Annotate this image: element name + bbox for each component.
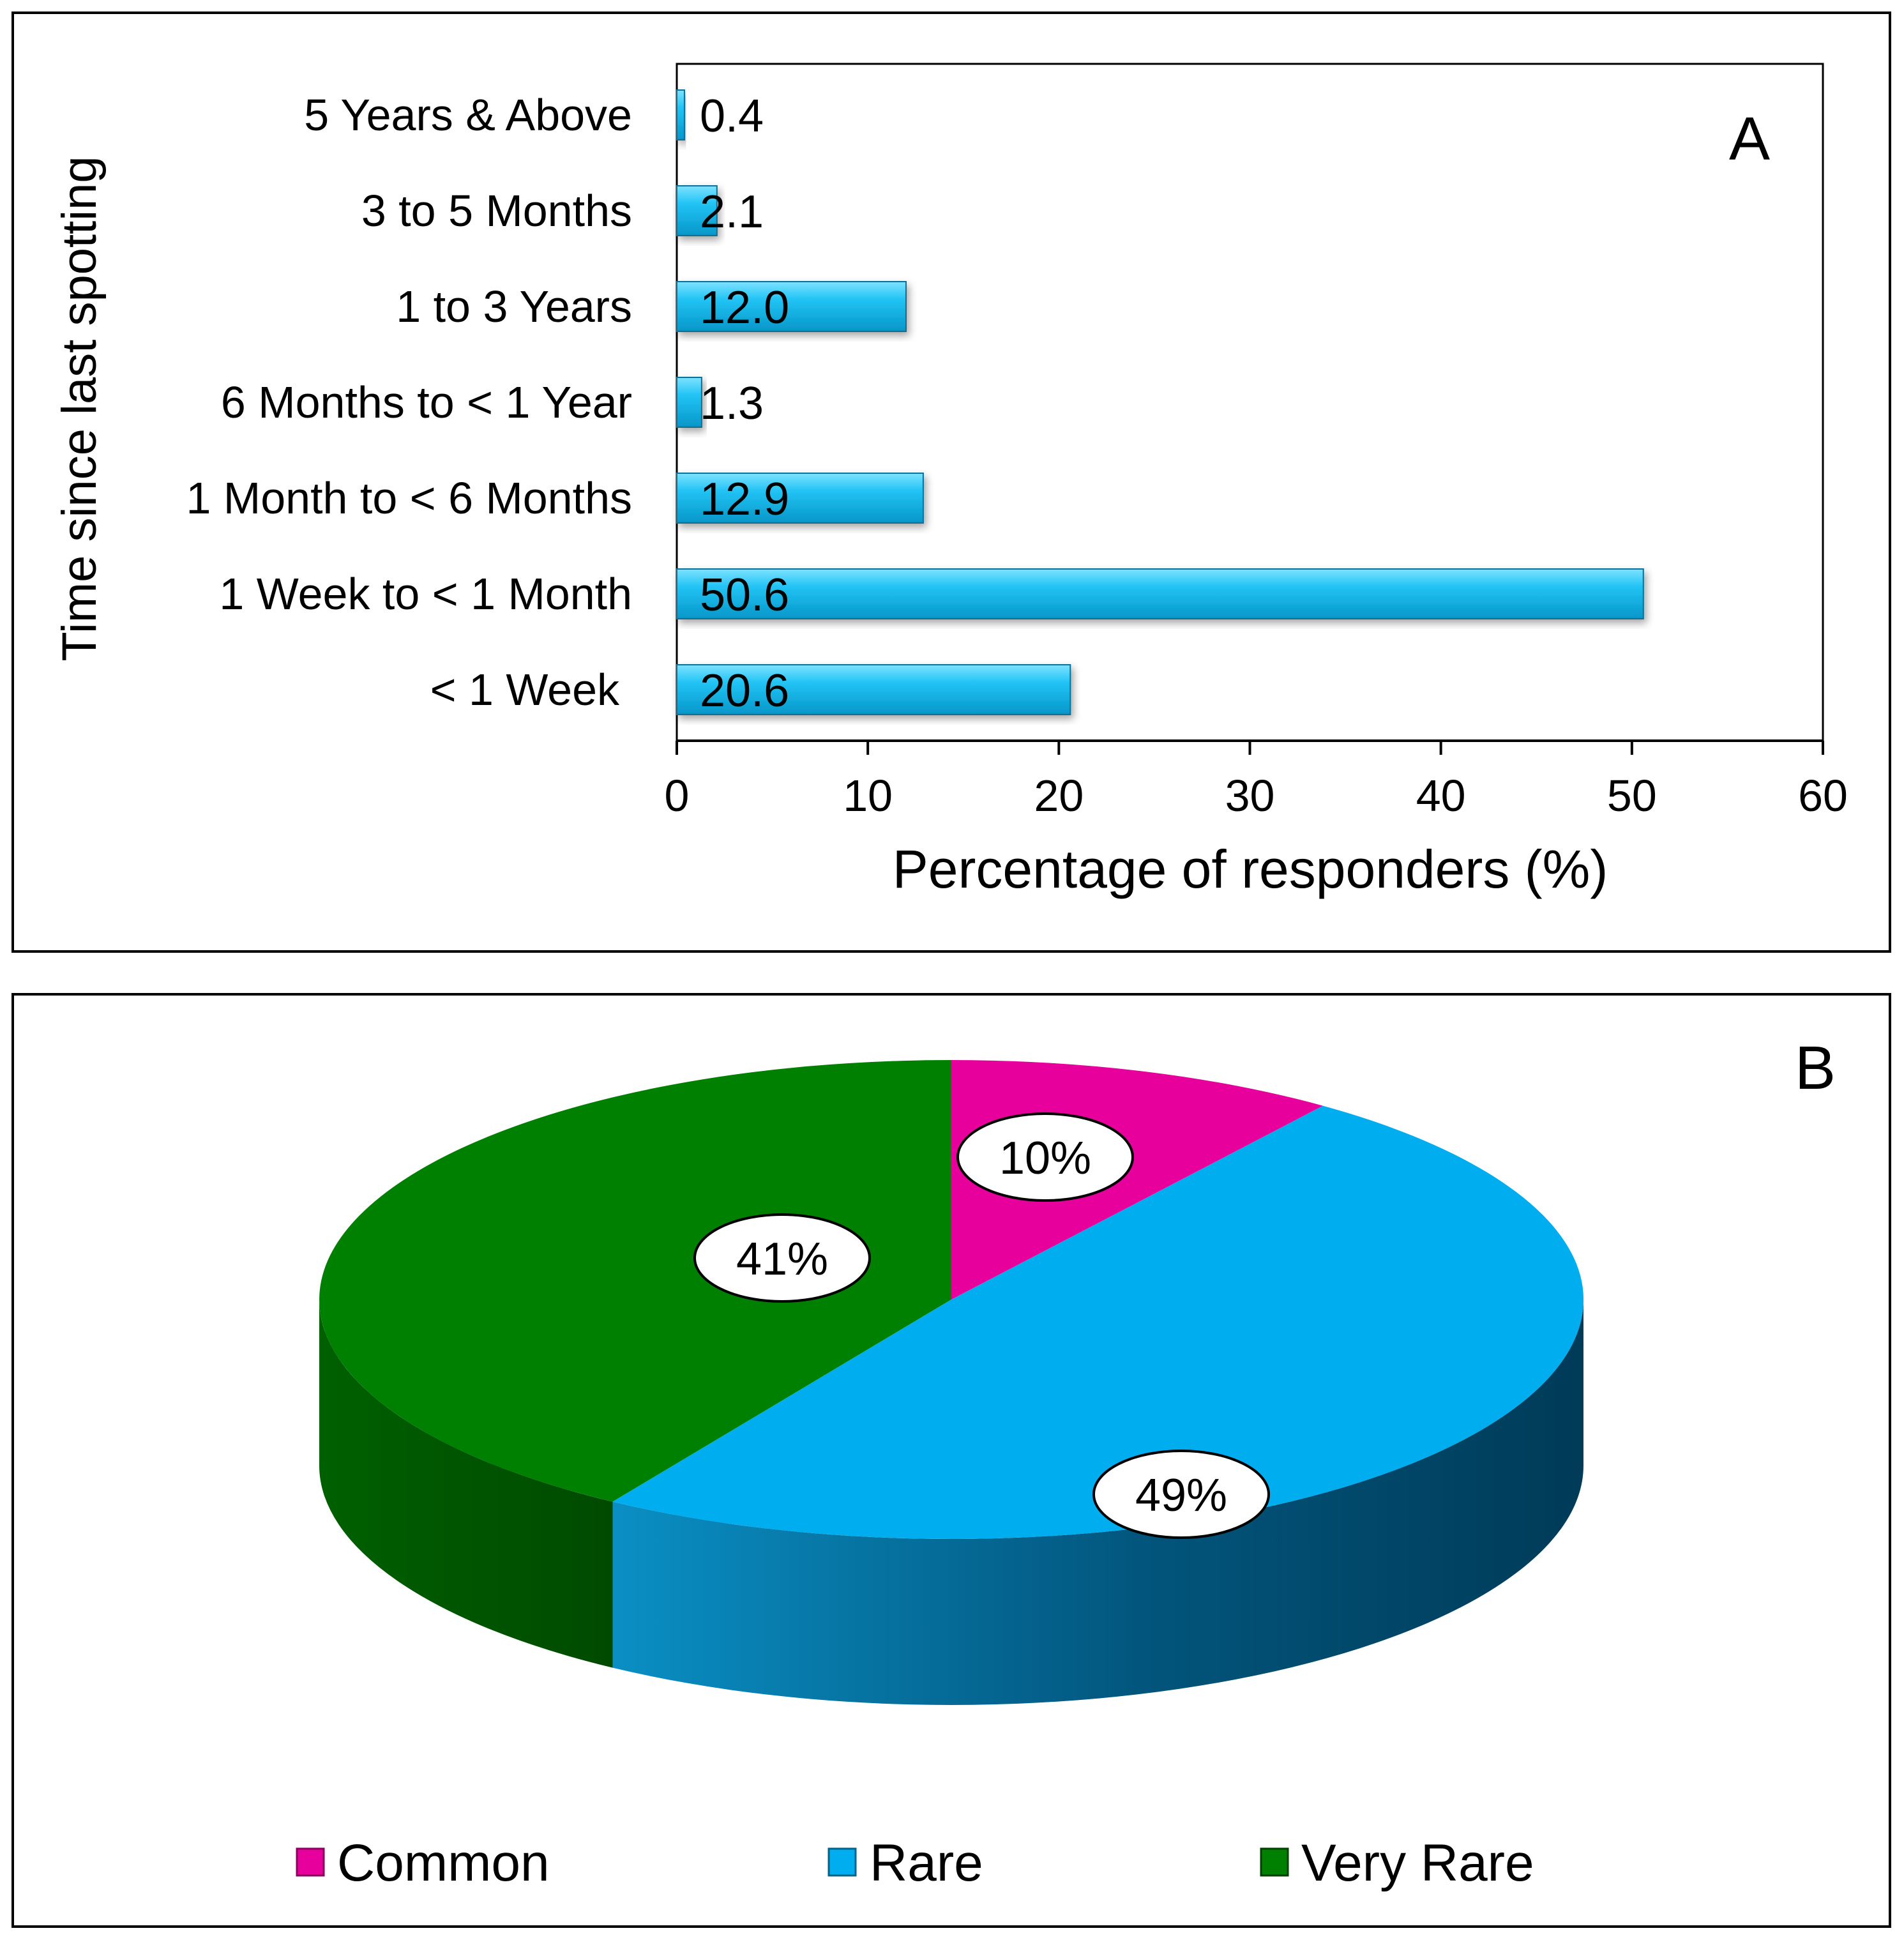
bar-value-1-week: 20.6: [700, 665, 789, 716]
legend-swatch-very-rare: [1260, 1847, 1289, 1877]
legend-label-rare: Rare: [870, 1834, 983, 1892]
bar-series: 0.4 2.1 12.0 1.3 12.9 50.6 20.6: [676, 89, 1644, 716]
bar-value-1-month-to-6-months: 12.9: [700, 474, 789, 525]
x-tick-label-30: 30: [1225, 771, 1275, 821]
x-axis: 0 10 20 30 40 50 60: [665, 739, 1848, 821]
x-tick-label-60: 60: [1798, 771, 1848, 821]
x-tick-label-0: 0: [665, 771, 690, 821]
panel-label-a: A: [1729, 105, 1770, 173]
pie-slice-rare: [612, 1105, 1584, 1539]
category-label-1-week-to-1-month: 1 Week to < 1 Month: [219, 569, 632, 619]
category-label-5-years-above: 5 Years & Above: [304, 90, 632, 140]
plot-area: [676, 63, 1824, 742]
pie-label-rare-text: 49%: [1135, 1470, 1227, 1521]
pie-chart: 10% 41% 49% B Common Rare Very Rare: [296, 1034, 1836, 1892]
category-label-1-to-3-years: 1 to 3 Years: [396, 282, 632, 331]
legend-label-very-rare: Very Rare: [1301, 1834, 1534, 1892]
pie-slice-very-rare: [319, 1060, 952, 1502]
bar-chart: 0.42.112.01.312.950.620.6 0 10 20 30 40 50 60 …: [52, 63, 1848, 899]
bar-value-1-week-to-1-month: 50.6: [700, 570, 789, 621]
legend-item-common: Common: [296, 1834, 550, 1892]
pie-side-rare: [612, 1300, 1583, 1705]
bar-value-1-to-3-years: 12.0: [700, 282, 789, 333]
x-tick-label-40: 40: [1416, 771, 1466, 821]
bar-value-6-months-to-1-year: 1.3: [700, 378, 764, 429]
bar-1-month-to-6-months: [676, 473, 924, 524]
pie-label-very-rare: 41%: [693, 1213, 871, 1303]
pie-side-very-rare: [319, 1300, 613, 1668]
category-label-6-months-to-1-year: 6 Months to < 1 Year: [221, 377, 632, 427]
bar-1-week-to-1-month: [676, 568, 1644, 619]
legend-swatch-rare: [827, 1847, 857, 1877]
pie-label-common-text: 10%: [999, 1133, 1091, 1184]
legend-item-rare: Rare: [827, 1834, 983, 1892]
legend: Common Rare Very Rare: [296, 1834, 1534, 1892]
x-tick-label-20: 20: [1034, 771, 1084, 821]
category-label-3-to-5-months: 3 to 5 Months: [361, 186, 632, 236]
bar-3-to-5-months: [676, 185, 718, 236]
pie-label-very-rare-text: 41%: [736, 1234, 828, 1285]
x-tick-label-10: 10: [843, 771, 893, 821]
legend-label-common: Common: [337, 1834, 550, 1892]
x-tick-label-50: 50: [1607, 771, 1657, 821]
panel-a-frame: [11, 11, 1891, 953]
bar-6-months-to-1-year: [676, 377, 702, 428]
bar-5-years-above: [676, 89, 685, 140]
bar-1-to-3-years: [676, 281, 907, 332]
bar-1-week: [676, 664, 1071, 715]
x-axis-label: Percentage of responders (%): [893, 839, 1608, 899]
y-axis-label: Time since last spotting: [52, 156, 107, 661]
panel-label-b: B: [1795, 1034, 1836, 1102]
panel-b-frame: [11, 993, 1891, 1928]
legend-item-very-rare: Very Rare: [1260, 1834, 1534, 1892]
category-labels: 5 Years & Above 3 to 5 Months 1 to 3 Years…: [186, 90, 632, 715]
bar-value-5-years-above: 0.4: [700, 91, 764, 142]
category-label-1-month-to-6-months: 1 Month to < 6 Months: [186, 473, 632, 523]
pie-label-rare: 49%: [1092, 1450, 1270, 1539]
pie-label-common: 10%: [956, 1112, 1134, 1202]
legend-swatch-common: [296, 1847, 325, 1877]
bar-value-3-to-5-months: 2.1: [700, 186, 764, 238]
category-label-1-week: < 1 Week: [430, 665, 620, 715]
